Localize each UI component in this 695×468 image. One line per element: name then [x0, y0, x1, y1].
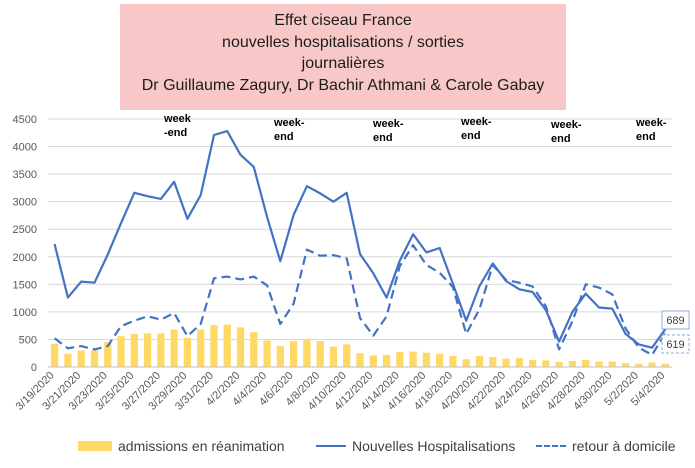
weekend-annotations: week-endweek-endweek-endweek-endweek-end… — [163, 113, 667, 145]
weekend-label-line2: end — [636, 131, 656, 143]
weekend-label-line2: -end — [164, 127, 187, 139]
title-line-2: nouvelles hospitalisations / sorties — [222, 33, 464, 51]
y-tick-label: 4000 — [13, 142, 37, 154]
bar — [449, 355, 457, 367]
bar — [582, 359, 590, 367]
bar — [143, 333, 152, 367]
y-tick-label: 500 — [19, 334, 37, 346]
bar — [382, 354, 391, 367]
y-tick-label: 3500 — [13, 169, 37, 181]
weekend-label-line1: week- — [635, 117, 667, 129]
bar — [223, 324, 231, 367]
y-tick-label: 2000 — [13, 252, 37, 264]
legend-item-retour: retour à domicile — [536, 436, 676, 456]
bar — [197, 329, 205, 367]
bar — [250, 332, 258, 367]
bar-series-admissions — [50, 324, 670, 367]
bar — [343, 344, 351, 367]
bar — [621, 363, 630, 367]
weekend-label-line1: week- — [372, 118, 404, 130]
bar — [462, 359, 470, 367]
bar — [528, 359, 537, 367]
bar — [542, 360, 550, 367]
bar — [555, 362, 563, 367]
bar — [210, 325, 218, 367]
y-tick-label: 0 — [31, 362, 37, 374]
bar — [77, 350, 85, 367]
bar — [595, 361, 603, 367]
line-series — [53, 130, 667, 356]
line-nouvelles-hospitalisations — [53, 130, 667, 349]
bar — [263, 340, 271, 367]
end-label-text: 619 — [666, 339, 684, 351]
bar — [104, 342, 112, 367]
weekend-label-line1: week- — [273, 117, 305, 129]
legend-label-retour: retour à domicile — [572, 438, 676, 454]
bar — [422, 352, 431, 367]
gridlines — [48, 118, 672, 340]
legend-swatch-bar — [78, 441, 112, 451]
weekend-label-line2: end — [461, 130, 481, 142]
y-tick-label: 1000 — [13, 307, 37, 319]
bar — [608, 361, 616, 367]
y-tick-label: 4500 — [13, 114, 37, 126]
end-label-text: 689 — [666, 315, 684, 327]
bar — [356, 353, 364, 367]
legend-swatch-dashed — [536, 445, 566, 447]
line-retour-domicile — [53, 244, 667, 356]
weekend-label-line1: week- — [460, 116, 492, 128]
legend-label-admissions: admissions en réanimation — [118, 438, 285, 454]
y-tick-label: 3000 — [13, 197, 37, 209]
bar — [276, 346, 284, 367]
bar — [329, 346, 338, 367]
bar — [183, 337, 192, 367]
bar — [117, 336, 125, 367]
title-line-1: Effet ciseau France — [274, 12, 412, 29]
title-box: Effet ciseau France nouvelles hospitalis… — [120, 4, 566, 110]
bar — [236, 327, 245, 367]
y-tick-label: 2500 — [13, 224, 37, 236]
bar — [130, 333, 138, 367]
bar — [50, 343, 59, 367]
legend-item-hospitalisations: Nouvelles Hospitalisations — [316, 436, 515, 456]
bar — [515, 358, 523, 367]
end-value-labels: 689 619 — [661, 310, 690, 354]
title-line-3: journalières — [301, 55, 385, 72]
bar — [475, 355, 484, 367]
bar — [369, 355, 377, 367]
bar — [396, 352, 404, 367]
bar — [635, 363, 643, 367]
weekend-label-line2: end — [274, 131, 294, 143]
bar — [661, 363, 670, 367]
bar — [489, 357, 497, 367]
bar — [568, 360, 577, 367]
weekend-label-line2: end — [551, 133, 571, 145]
legend-swatch-line — [316, 445, 346, 447]
end-label-box — [661, 334, 690, 354]
legend-item-admissions: admissions en réanimation — [78, 436, 285, 456]
bar — [409, 351, 417, 367]
end-label-box — [661, 310, 690, 330]
bar — [648, 362, 656, 367]
legend: admissions en réanimation Nouvelles Hosp… — [78, 436, 693, 456]
bar — [316, 341, 324, 367]
bar — [90, 350, 99, 367]
title-line-4: Dr Guillaume Zagury, Dr Bachir Athmani &… — [141, 76, 545, 94]
weekend-label-line1: week- — [550, 119, 582, 131]
x-axis-ticks: 3/19/20203/21/20203/23/20203/25/20203/27… — [14, 370, 668, 413]
bar — [502, 358, 510, 367]
y-tick-label: 1500 — [13, 279, 37, 291]
weekend-label-line2: end — [373, 132, 393, 144]
bar — [64, 353, 72, 367]
weekend-label-line1: week — [163, 113, 192, 125]
bar — [436, 353, 444, 367]
bar — [303, 338, 311, 367]
bar — [170, 329, 178, 367]
bar — [157, 333, 165, 367]
bar — [289, 341, 298, 367]
legend-label-hospitalisations: Nouvelles Hospitalisations — [352, 438, 516, 454]
y-axis-ticks: 0 500 1000 1500 2000 2500 3000 3500 4000 4500 — [13, 114, 37, 374]
